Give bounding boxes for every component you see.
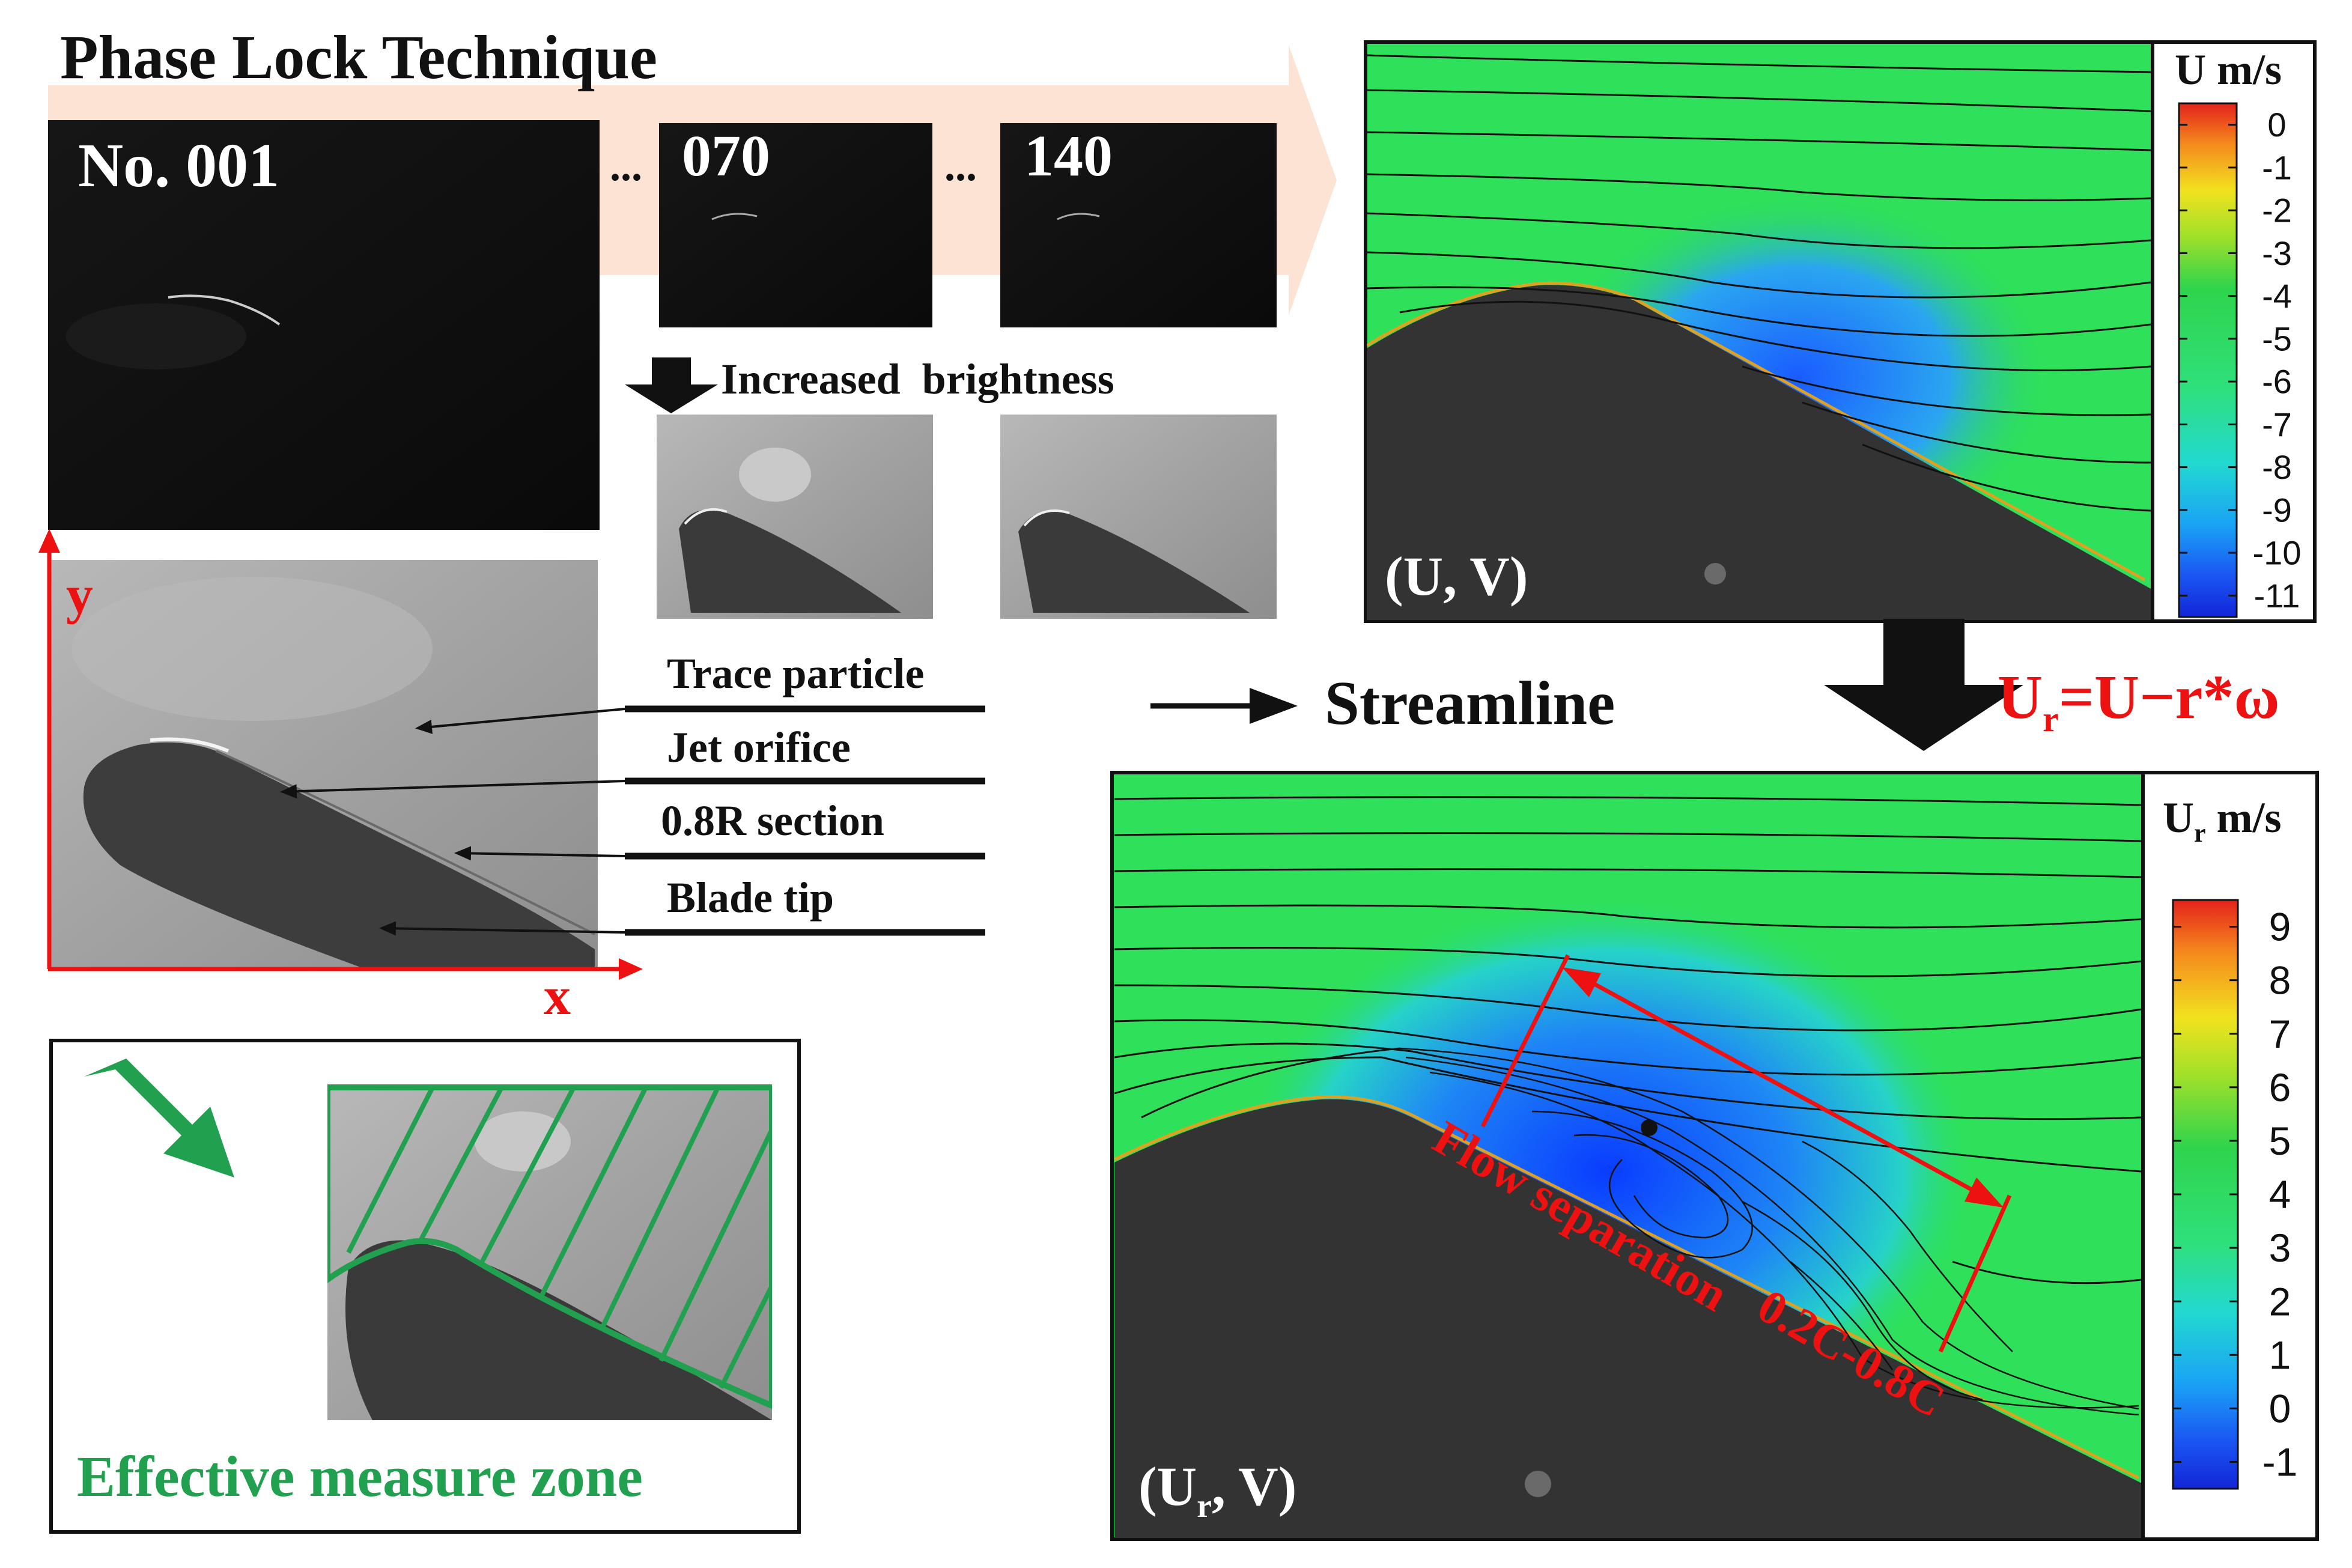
formula-main: U <box>1998 663 2043 732</box>
measure-zone-panel: Effective measure zone <box>49 1039 801 1534</box>
colorbar-tick-label: 0 <box>2269 1386 2291 1430</box>
ellipsis-2: ... <box>944 142 977 190</box>
down-arrow-icon <box>625 357 718 413</box>
colorbar-tick-label: 2 <box>2269 1279 2291 1323</box>
colorbar-tick-label: 4 <box>2269 1172 2291 1217</box>
frame-label: No. 001 <box>78 131 279 200</box>
colorbar-title: U m/s <box>2175 46 2282 94</box>
colorbar-tick-label: 3 <box>2269 1226 2291 1270</box>
colorbar-tick-label: -9 <box>2262 491 2292 529</box>
colorbar-tick-label: -7 <box>2262 406 2292 443</box>
bright-frame-140 <box>1000 415 1277 619</box>
frame-label: 070 <box>682 124 770 189</box>
colorbar-tick-label: -2 <box>2262 192 2292 229</box>
colorbar-tick-label: 6 <box>2269 1065 2291 1110</box>
frame-070: 070 <box>659 123 932 327</box>
formula-sub: r <box>2043 699 2059 739</box>
axes: y x <box>38 529 643 1026</box>
big-down-arrow-icon <box>1824 619 2023 751</box>
colorbar-tick-label: -1 <box>2262 1440 2298 1484</box>
ellipsis-1: ... <box>610 142 642 190</box>
frame-001: No. 001 <box>48 120 600 530</box>
panel-label: (Ur, V) <box>1138 1456 1296 1525</box>
annotation-trace-particle: Trace particle <box>667 649 924 697</box>
colorbar-tick-label: -6 <box>2262 363 2292 401</box>
x-axis-label: x <box>544 967 571 1026</box>
colorbar-tick-label: -5 <box>2262 320 2292 357</box>
annotation-jet-orifice: Jet orifice <box>667 723 851 771</box>
top-flow-plot: (U, V) <box>1364 40 2154 623</box>
streamline-legend-label: Streamline <box>1325 669 1615 738</box>
measure-zone-label: Effective measure zone <box>77 1444 643 1509</box>
annotation-underlines <box>625 705 985 936</box>
frame-140: 140 <box>1000 123 1277 327</box>
bright-frame-070 <box>657 415 933 619</box>
svg-text:(Ur, V): (Ur, V) <box>1138 1456 1296 1525</box>
top-colorbar: U m/s 0 -1 -2 -3 -4 -5 -6 -7 -8 -9 -10 -11 <box>2151 40 2317 623</box>
colorbar-tick-label: 5 <box>2269 1119 2291 1163</box>
colorbar-tick-label: -1 <box>2262 148 2292 186</box>
colorbar-tick-label: 8 <box>2269 958 2291 1003</box>
colorbar-title: Ur m/s <box>2163 794 2282 848</box>
bottom-colorbar: Ur m/s 9 8 7 6 5 4 3 2 1 0 -1 <box>2141 771 2319 1541</box>
colorbar-tick-label: -10 <box>2253 534 2302 572</box>
svg-text:Ur=U−r*ω: Ur=U−r*ω <box>1998 663 2280 739</box>
green-arrow-icon <box>84 1059 234 1178</box>
annotation-section: 0.8R section <box>661 797 884 845</box>
bottom-flow-plot: Flow separation 0.2C-0.8C (Ur, V) <box>1110 771 2145 1541</box>
streamline-legend: Streamline <box>1150 669 1615 738</box>
colorbar-tick-label: 9 <box>2269 905 2291 949</box>
colorbar-tick-label: 7 <box>2269 1012 2291 1056</box>
page-title: Phase Lock Technique <box>60 23 657 92</box>
colorbar-tick-label: -4 <box>2262 277 2292 315</box>
y-axis-label: y <box>66 565 93 625</box>
colorbar-tick-label: -8 <box>2262 448 2292 486</box>
colorbar-tick-label: 1 <box>2269 1332 2291 1377</box>
annotation-blade-tip: Blade tip <box>667 874 834 922</box>
colorbar-tick-label: -3 <box>2262 234 2292 272</box>
brightness-label: Increased brightness <box>721 355 1114 403</box>
formula-rest: =U−r*ω <box>2059 663 2280 732</box>
frame-label: 140 <box>1024 124 1113 189</box>
annotation-pointers <box>280 708 625 936</box>
formula: Ur=U−r*ω <box>1998 663 2280 739</box>
blade-photo <box>49 560 598 967</box>
panel-label: (U, V) <box>1385 545 1528 607</box>
colorbar-tick-label: -11 <box>2254 577 2300 615</box>
colorbar-tick-label: 0 <box>2267 106 2286 144</box>
